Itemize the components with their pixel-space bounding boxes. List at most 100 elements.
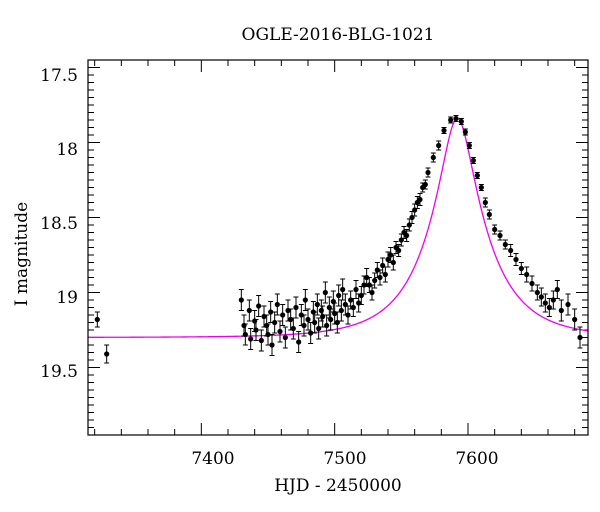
data-point bbox=[268, 301, 274, 323]
data-point bbox=[353, 280, 359, 299]
data-marker bbox=[290, 325, 296, 332]
data-marker bbox=[542, 300, 548, 306]
plot-frame bbox=[87, 59, 589, 436]
y-tick-label: 18.5 bbox=[40, 214, 78, 234]
data-point bbox=[336, 284, 342, 307]
data-point bbox=[269, 334, 275, 356]
data-marker bbox=[269, 342, 275, 348]
data-point bbox=[258, 329, 264, 352]
data-point bbox=[572, 308, 578, 331]
data-point bbox=[404, 229, 410, 242]
data-point bbox=[314, 293, 320, 316]
data-point bbox=[577, 326, 583, 349]
data-marker bbox=[374, 267, 380, 273]
data-marker bbox=[253, 327, 259, 333]
data-marker bbox=[302, 297, 308, 303]
data-point bbox=[542, 293, 548, 313]
data-marker bbox=[529, 280, 535, 287]
data-point bbox=[492, 224, 498, 235]
data-marker bbox=[268, 309, 274, 315]
data-point bbox=[301, 314, 307, 337]
data-point bbox=[558, 299, 564, 322]
x-axis-label: HJD - 2450000 bbox=[274, 476, 402, 496]
data-point bbox=[441, 127, 447, 134]
data-point bbox=[302, 289, 308, 311]
data-point bbox=[366, 277, 372, 293]
data-point bbox=[385, 251, 391, 268]
y-tick-label: 19 bbox=[56, 288, 78, 308]
model-curve bbox=[88, 117, 589, 338]
data-marker bbox=[425, 169, 431, 176]
data-marker bbox=[508, 247, 514, 254]
data-marker bbox=[246, 307, 252, 314]
data-point bbox=[320, 305, 326, 328]
data-point bbox=[369, 284, 375, 301]
data-marker bbox=[385, 256, 391, 263]
data-marker bbox=[353, 286, 359, 293]
data-point bbox=[502, 239, 508, 250]
data-marker bbox=[104, 351, 110, 357]
data-marker bbox=[572, 316, 578, 323]
data-point bbox=[486, 209, 492, 220]
y-tick-labels: 17.5 18 18.5 19 19.5 bbox=[40, 66, 78, 382]
data-point bbox=[350, 298, 356, 317]
data-marker bbox=[441, 127, 447, 134]
x-tick-label: 7600 bbox=[455, 449, 498, 469]
y-tick-label: 18 bbox=[56, 140, 78, 160]
data-point bbox=[280, 304, 286, 326]
data-point bbox=[334, 311, 340, 334]
data-point bbox=[253, 319, 259, 341]
data-point bbox=[554, 280, 560, 299]
data-marker bbox=[248, 336, 254, 342]
data-point bbox=[238, 289, 244, 311]
data-point bbox=[256, 295, 262, 317]
data-point bbox=[277, 320, 283, 343]
data-marker bbox=[316, 325, 322, 332]
data-marker bbox=[470, 157, 476, 164]
data-point bbox=[242, 323, 248, 346]
data-point bbox=[497, 230, 503, 241]
data-point bbox=[380, 257, 386, 274]
data-marker bbox=[238, 297, 244, 303]
data-marker bbox=[550, 297, 556, 303]
data-marker bbox=[462, 129, 468, 135]
data-marker bbox=[448, 117, 454, 123]
data-point bbox=[546, 298, 552, 317]
data-point bbox=[312, 311, 318, 334]
data-marker bbox=[277, 328, 283, 335]
data-marker bbox=[502, 241, 508, 248]
data-point bbox=[518, 262, 524, 275]
data-marker bbox=[336, 292, 342, 299]
data-point bbox=[248, 328, 254, 350]
data-marker bbox=[518, 265, 524, 272]
data-point bbox=[393, 241, 399, 254]
data-point bbox=[474, 172, 480, 179]
data-marker bbox=[534, 289, 540, 296]
data-marker bbox=[524, 271, 530, 278]
data-marker bbox=[388, 252, 394, 258]
data-marker bbox=[453, 115, 459, 122]
data-marker bbox=[322, 289, 328, 296]
data-point bbox=[94, 311, 100, 328]
data-marker bbox=[293, 304, 299, 311]
data-point bbox=[462, 128, 468, 136]
data-marker bbox=[345, 312, 351, 318]
data-marker bbox=[282, 334, 288, 341]
data-marker bbox=[258, 337, 264, 344]
data-point bbox=[274, 293, 280, 316]
data-point bbox=[296, 331, 302, 353]
data-point bbox=[382, 266, 388, 283]
data-marker bbox=[338, 307, 344, 314]
data-points-layer bbox=[94, 115, 583, 364]
data-marker bbox=[478, 184, 484, 191]
model-curve-layer bbox=[88, 117, 589, 338]
data-marker bbox=[430, 154, 436, 161]
data-point bbox=[478, 184, 484, 191]
data-marker bbox=[554, 286, 560, 293]
data-point bbox=[436, 140, 442, 151]
data-marker bbox=[272, 319, 278, 326]
data-point bbox=[246, 299, 252, 322]
data-point bbox=[272, 311, 278, 334]
data-marker bbox=[538, 294, 544, 300]
